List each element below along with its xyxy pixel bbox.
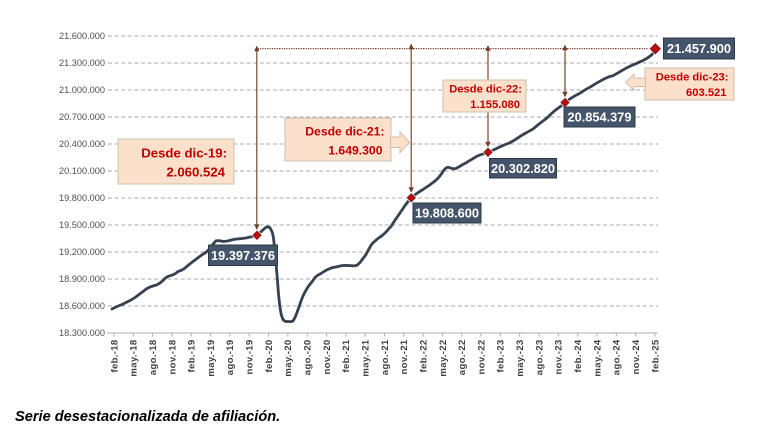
svg-text:nov.-23: nov.-23 xyxy=(554,340,565,375)
svg-text:ago.-22: ago.-22 xyxy=(457,340,468,376)
svg-text:20.100.000: 20.100.000 xyxy=(59,166,105,176)
svg-text:20.302.820: 20.302.820 xyxy=(491,161,555,176)
svg-text:feb.-20: feb.-20 xyxy=(264,340,275,373)
svg-text:may.-18: may.-18 xyxy=(129,339,140,376)
svg-text:Desde dic-23:: Desde dic-23: xyxy=(656,72,729,84)
svg-text:feb.-22: feb.-22 xyxy=(418,340,429,373)
svg-text:feb.-24: feb.-24 xyxy=(573,339,584,372)
svg-text:18.300.000: 18.300.000 xyxy=(59,328,105,338)
svg-text:19.500.000: 19.500.000 xyxy=(59,220,105,230)
svg-text:may.-21: may.-21 xyxy=(361,339,372,376)
svg-text:20.700.000: 20.700.000 xyxy=(59,112,105,122)
svg-text:may.-22: may.-22 xyxy=(438,340,449,377)
svg-text:21.300.000: 21.300.000 xyxy=(59,58,105,68)
svg-text:603.521: 603.521 xyxy=(686,87,726,99)
svg-text:19.397.376: 19.397.376 xyxy=(211,248,275,263)
svg-text:feb.-18: feb.-18 xyxy=(109,339,120,372)
svg-text:ago.-20: ago.-20 xyxy=(303,340,314,376)
svg-text:ago.-24: ago.-24 xyxy=(612,339,623,375)
svg-text:21.600.000: 21.600.000 xyxy=(59,31,105,41)
svg-text:1.649.300: 1.649.300 xyxy=(328,144,382,158)
svg-text:1.155.080: 1.155.080 xyxy=(470,99,520,111)
svg-text:2.060.524: 2.060.524 xyxy=(166,165,225,180)
svg-text:feb.-23: feb.-23 xyxy=(496,340,507,373)
svg-text:ago.-18: ago.-18 xyxy=(148,339,159,375)
svg-text:ago.-23: ago.-23 xyxy=(534,340,545,376)
svg-text:Desde dic-22:: Desde dic-22: xyxy=(449,84,522,96)
svg-text:nov.-19: nov.-19 xyxy=(245,340,256,375)
svg-text:20.854.379: 20.854.379 xyxy=(567,110,631,125)
svg-text:19.808.600: 19.808.600 xyxy=(415,206,479,221)
svg-text:ago.-21: ago.-21 xyxy=(380,339,391,375)
svg-text:nov.-21: nov.-21 xyxy=(399,339,410,374)
svg-text:Desde dic-21:: Desde dic-21: xyxy=(305,125,384,139)
svg-text:may.-20: may.-20 xyxy=(283,340,294,377)
svg-text:21.457.900: 21.457.900 xyxy=(667,41,731,56)
svg-text:nov.-22: nov.-22 xyxy=(476,340,487,375)
svg-text:feb.-21: feb.-21 xyxy=(341,339,352,372)
svg-text:feb.-25: feb.-25 xyxy=(650,339,661,372)
svg-text:nov.-18: nov.-18 xyxy=(167,339,178,374)
svg-text:18.900.000: 18.900.000 xyxy=(59,274,105,284)
svg-text:nov.-20: nov.-20 xyxy=(322,340,333,375)
svg-text:19.200.000: 19.200.000 xyxy=(59,247,105,257)
svg-text:feb.-19: feb.-19 xyxy=(187,340,198,373)
svg-text:may.-24: may.-24 xyxy=(592,339,603,376)
svg-text:Desde dic-19:: Desde dic-19: xyxy=(141,146,227,161)
svg-text:21.000.000: 21.000.000 xyxy=(59,85,105,95)
svg-text:may.-23: may.-23 xyxy=(515,340,526,377)
svg-text:20.400.000: 20.400.000 xyxy=(59,139,105,149)
svg-text:Serie desestacionalizada de af: Serie desestacionalizada de afiliación. xyxy=(15,409,280,425)
svg-text:18.600.000: 18.600.000 xyxy=(59,301,105,311)
svg-text:nov.-24: nov.-24 xyxy=(631,339,642,374)
svg-text:may.-19: may.-19 xyxy=(206,340,217,377)
svg-text:19.800.000: 19.800.000 xyxy=(59,193,105,203)
svg-text:ago.-19: ago.-19 xyxy=(225,340,236,376)
